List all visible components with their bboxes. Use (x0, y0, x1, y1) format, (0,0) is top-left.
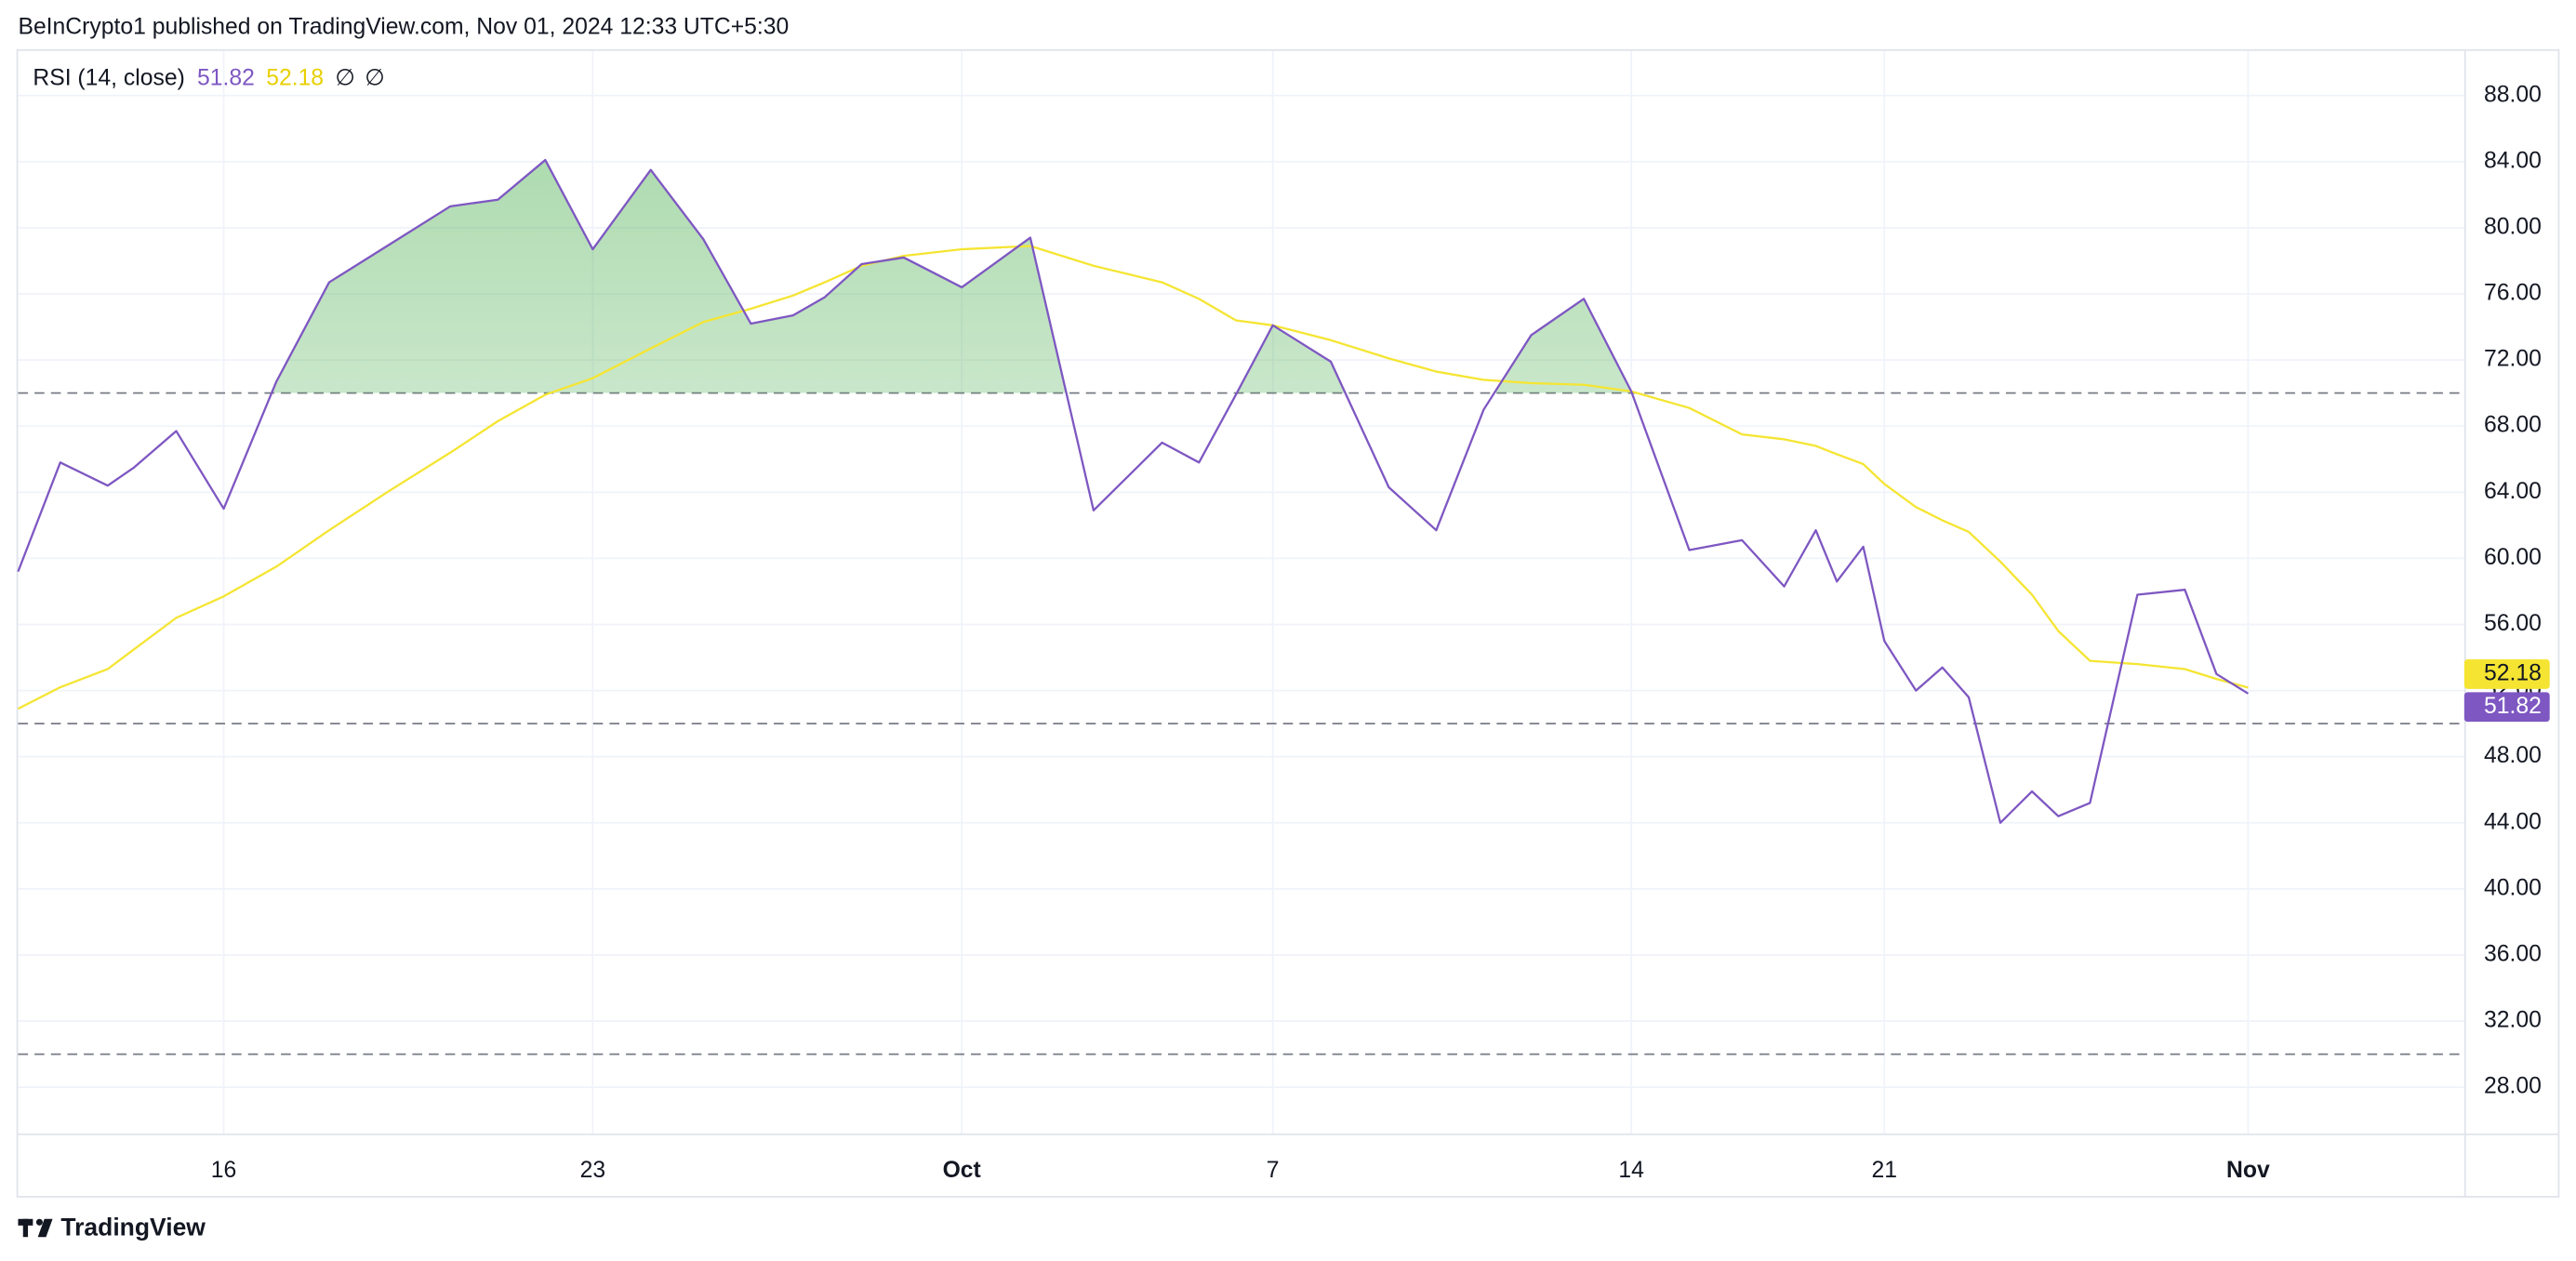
y-tick-label: 28.00 (2484, 1074, 2542, 1099)
x-tick-label: 23 (580, 1158, 606, 1183)
price-label: 52.18 (2484, 660, 2542, 685)
chart-frame (16, 48, 2560, 1198)
rsi-ma-line (17, 245, 2249, 710)
y-tick-label: 40.00 (2484, 875, 2542, 900)
y-tick-label: 44.00 (2484, 809, 2542, 834)
y-tick-label: 36.00 (2484, 941, 2542, 966)
y-tick-label: 64.00 (2484, 479, 2542, 504)
x-tick-label: 21 (1872, 1158, 1898, 1183)
y-tick-label: 84.00 (2484, 148, 2542, 173)
y-tick-label: 56.00 (2484, 611, 2542, 636)
y-tick-label: 80.00 (2484, 214, 2542, 239)
legend-title: RSI (14, close) (33, 65, 184, 90)
header: BeInCrypto1 published on TradingView.com… (18, 15, 789, 40)
y-tick-label: 48.00 (2484, 743, 2542, 768)
footer: TradingView (60, 1213, 206, 1241)
footer-logo (18, 1218, 53, 1238)
price-label-bg (2463, 659, 2550, 689)
legend-value: 52.18 (266, 65, 324, 90)
y-tick-label: 76.00 (2484, 281, 2542, 306)
x-tick-label: Oct (943, 1158, 981, 1183)
y-tick-label: 68.00 (2484, 413, 2542, 438)
legend-extra: ∅ (335, 65, 355, 90)
x-tick-label: 16 (211, 1158, 237, 1183)
legend-extra: ∅ (365, 65, 385, 90)
y-tick-label: 72.00 (2484, 347, 2542, 372)
x-tick-label: 7 (1267, 1158, 1280, 1183)
x-tick-label: Nov (2226, 1158, 2270, 1183)
y-tick-label: 60.00 (2484, 545, 2542, 570)
legend-value: 51.82 (197, 65, 255, 90)
price-label-bg (2463, 692, 2550, 723)
price-label: 51.82 (2484, 694, 2542, 719)
axes: 28.0032.0036.0040.0044.0048.0052.0056.00… (18, 50, 2558, 1197)
rsi-line (17, 158, 2250, 824)
y-tick-label: 88.00 (2484, 82, 2542, 107)
y-tick-label: 32.00 (2484, 1008, 2542, 1033)
plot (17, 158, 2464, 1055)
x-tick-label: 14 (1618, 1158, 1644, 1183)
